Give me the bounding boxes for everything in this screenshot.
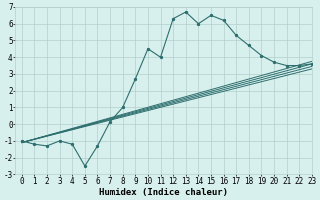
X-axis label: Humidex (Indice chaleur): Humidex (Indice chaleur) xyxy=(99,188,228,197)
